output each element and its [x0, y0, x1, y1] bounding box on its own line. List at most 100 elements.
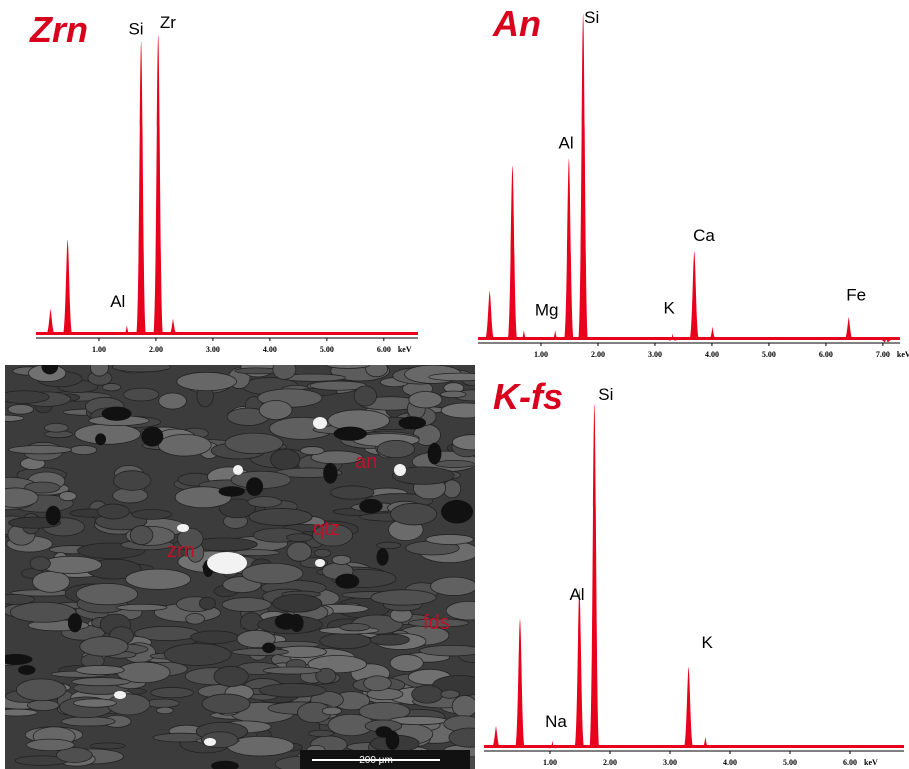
peak-label: Al	[558, 134, 573, 153]
x-tick-label: 3.00	[648, 350, 662, 359]
grain	[340, 624, 370, 631]
dark-grain	[219, 486, 245, 496]
peak-label: Mg	[535, 300, 559, 319]
mineral-label: zrn	[167, 540, 195, 562]
grain	[61, 717, 115, 726]
dark-grain	[275, 614, 298, 630]
dark-grain	[141, 427, 163, 447]
grain	[151, 687, 194, 697]
grain	[234, 550, 279, 556]
grain	[364, 676, 392, 691]
grain	[309, 730, 334, 736]
grain	[287, 542, 312, 561]
x-tick-label: 6.00	[377, 345, 391, 354]
grain	[376, 542, 400, 548]
x-tick-label: 6.00	[819, 350, 833, 359]
bright-grain	[233, 465, 243, 475]
grain	[124, 388, 159, 401]
peak-label: Ca	[693, 226, 715, 245]
panel-title: K-fs	[493, 376, 563, 417]
dark-grain	[68, 613, 82, 632]
grain	[248, 497, 282, 508]
grain	[27, 700, 59, 710]
grain	[113, 471, 151, 491]
grain	[331, 486, 374, 499]
grain	[0, 709, 37, 716]
x-axis-label: keV	[864, 758, 878, 767]
bright-grain	[114, 691, 126, 699]
x-axis-label: keV	[897, 350, 909, 359]
grain	[146, 699, 179, 707]
x-tick-label: 4.00	[705, 350, 719, 359]
grain	[259, 400, 292, 419]
dark-grain	[428, 443, 442, 465]
mineral-label: an	[355, 451, 377, 473]
grain	[409, 392, 442, 408]
dark-grain	[95, 433, 106, 445]
grain	[126, 569, 191, 589]
grain	[72, 678, 130, 686]
bright-grain	[313, 417, 327, 429]
x-tick-label: 1.00	[92, 345, 106, 354]
mineral-label: fds	[423, 612, 450, 634]
grain	[10, 602, 76, 622]
x-tick-label: 3.00	[663, 758, 677, 767]
grain	[322, 707, 341, 715]
dark-grain	[359, 499, 382, 514]
grain	[441, 690, 460, 698]
x-tick-label: 5.00	[783, 758, 797, 767]
x-tick-label: 5.00	[320, 345, 334, 354]
grain	[76, 584, 137, 605]
grain	[286, 534, 312, 542]
grain	[412, 685, 443, 703]
x-tick-label: 1.00	[534, 350, 548, 359]
grain	[177, 372, 237, 390]
grain	[191, 631, 239, 644]
dark-grain	[46, 506, 61, 526]
dark-grain	[335, 574, 359, 589]
bright-grain	[394, 464, 406, 476]
grain	[158, 434, 211, 456]
grain	[370, 634, 409, 645]
x-axis-label: keV	[398, 345, 412, 354]
grain	[259, 684, 326, 698]
dark-grain	[102, 407, 132, 421]
grain	[156, 707, 173, 714]
grain	[371, 590, 436, 605]
peak-label: K	[664, 299, 676, 318]
grain	[76, 665, 125, 674]
grain	[164, 644, 231, 666]
grain	[8, 404, 33, 414]
grain	[242, 563, 303, 584]
dark-grain	[377, 548, 389, 565]
grain	[0, 488, 38, 508]
grain	[199, 597, 215, 609]
dark-grain	[323, 463, 337, 484]
figure: an qtz zrn fds 200 μm Zrn1.002.003.004.0…	[0, 0, 909, 769]
bright-grain	[204, 738, 216, 746]
bright-grain	[177, 524, 189, 532]
peak-label: Si	[128, 20, 143, 39]
grain	[90, 743, 125, 749]
grain	[0, 391, 49, 404]
grain	[419, 645, 483, 656]
grain	[315, 549, 331, 557]
grain	[431, 577, 478, 595]
sem-image	[0, 356, 499, 769]
grain	[70, 445, 97, 454]
x-tick-label: 2.00	[591, 350, 605, 359]
grain	[202, 694, 250, 713]
panel-title: Zrn	[29, 9, 88, 50]
x-tick-label: 5.00	[762, 350, 776, 359]
grain	[441, 391, 466, 398]
x-tick-label: 2.00	[603, 758, 617, 767]
dark-grain	[399, 416, 427, 429]
grain	[117, 604, 167, 610]
grain	[33, 571, 70, 592]
grain	[74, 699, 117, 708]
grain	[132, 509, 172, 519]
grain	[391, 503, 437, 525]
x-tick-label: 6.00	[843, 758, 857, 767]
x-tick-label: 2.00	[149, 345, 163, 354]
grain	[75, 424, 141, 444]
